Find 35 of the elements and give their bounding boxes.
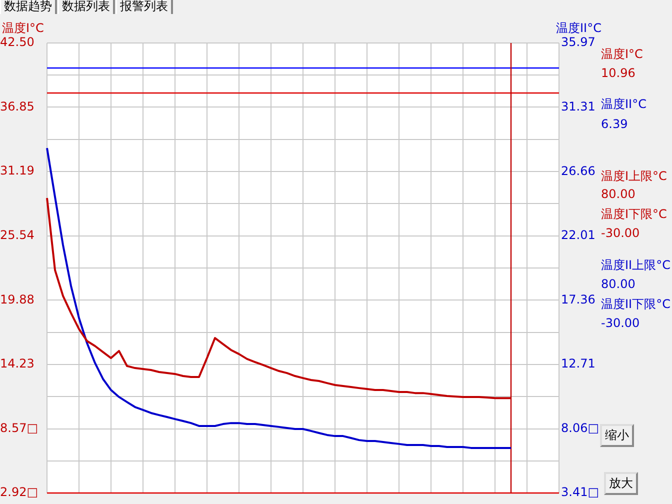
y-tick-label: 14.23: [0, 356, 34, 371]
text: 缩小: [600, 424, 634, 447]
text: 80.00: [601, 187, 636, 201]
text: 10.96: [601, 66, 636, 80]
text: -30.00: [601, 316, 640, 330]
y2-tick-label: 26.66: [561, 164, 596, 178]
y2-axis-title: 温度II°C: [556, 21, 602, 36]
y-tick-label: 42.50: [0, 35, 34, 50]
y-tick-label: 19.88: [0, 292, 34, 306]
text: 6.39: [601, 117, 628, 131]
text: 温度I°C: [601, 47, 643, 61]
text: 80.00: [601, 277, 636, 291]
text: 温度I下限°C: [601, 207, 667, 221]
text: 温度II°C: [601, 97, 646, 111]
y-tick-label: 2.92□: [0, 485, 38, 500]
y2-tick-label: 17.36: [561, 292, 596, 306]
text: -30.00: [601, 226, 640, 240]
y2-tick-label: 8.06□: [561, 420, 600, 435]
text: 放大: [604, 472, 638, 495]
y-tick-label: 31.19: [0, 164, 34, 178]
y2-tick-label: 3.41□: [561, 485, 600, 500]
y-axis-title: 温度I°C: [2, 21, 44, 36]
y-tick-label: 25.54: [0, 228, 34, 242]
y2-tick-label: 12.71: [561, 356, 596, 371]
text: 温度II上限°C: [601, 258, 670, 272]
text: 数据趋势: [0, 0, 57, 14]
y-tick-label: 36.85: [0, 99, 34, 114]
y2-tick-label: 31.31: [561, 100, 596, 114]
y2-tick-label: 35.97: [561, 35, 596, 50]
text: 报警列表: [116, 0, 173, 14]
y2-tick-label: 22.01: [561, 228, 596, 242]
text: 温度I上限°C: [601, 169, 667, 183]
text: 温度II下限°C: [601, 297, 670, 311]
y-tick-label: 8.57□: [0, 420, 38, 435]
text: 数据列表: [58, 0, 115, 14]
